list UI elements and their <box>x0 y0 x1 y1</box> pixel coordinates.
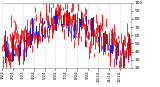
Bar <box>49 29 50 33</box>
Bar <box>92 18 93 36</box>
Bar <box>7 50 8 58</box>
Bar <box>88 25 89 45</box>
Bar <box>32 18 33 41</box>
Bar <box>44 21 45 24</box>
Bar <box>55 11 56 30</box>
Bar <box>104 37 105 52</box>
Bar <box>127 50 128 67</box>
Bar <box>18 45 19 51</box>
Bar <box>79 18 80 34</box>
Bar <box>23 32 24 58</box>
Bar <box>68 20 69 37</box>
Bar <box>110 45 111 57</box>
Bar <box>35 33 36 38</box>
Bar <box>56 11 57 31</box>
Bar <box>117 42 118 48</box>
Bar <box>129 34 130 49</box>
Bar <box>93 17 94 45</box>
Bar <box>123 40 124 68</box>
Bar <box>43 35 44 37</box>
Bar <box>61 21 62 26</box>
Bar <box>130 43 131 51</box>
Bar <box>103 33 104 45</box>
Bar <box>20 40 21 56</box>
Bar <box>64 3 65 22</box>
Bar <box>13 35 14 61</box>
Bar <box>98 37 99 41</box>
Bar <box>30 28 31 48</box>
Bar <box>47 22 48 29</box>
Bar <box>54 16 55 24</box>
Bar <box>42 18 43 42</box>
Bar <box>115 39 116 52</box>
Bar <box>25 40 26 42</box>
Bar <box>73 14 74 20</box>
Bar <box>45 22 46 50</box>
Bar <box>8 50 9 61</box>
Bar <box>105 31 106 47</box>
Bar <box>11 47 12 66</box>
Bar <box>19 47 20 65</box>
Bar <box>111 45 112 53</box>
Bar <box>50 25 51 28</box>
Bar <box>37 35 38 48</box>
Bar <box>85 40 86 47</box>
Bar <box>124 56 125 66</box>
Bar <box>122 48 123 52</box>
Bar <box>66 23 67 36</box>
Bar <box>112 32 113 54</box>
Bar <box>67 10 68 26</box>
Bar <box>31 34 32 45</box>
Bar <box>38 31 39 42</box>
Bar <box>6 41 7 57</box>
Bar <box>91 18 92 37</box>
Bar <box>100 37 101 50</box>
Bar <box>57 15 58 24</box>
Bar <box>81 13 82 29</box>
Bar <box>76 10 77 26</box>
Bar <box>86 17 87 35</box>
Bar <box>80 19 81 27</box>
Bar <box>26 30 27 57</box>
Bar <box>69 12 70 23</box>
Bar <box>62 24 63 31</box>
Bar <box>74 23 75 38</box>
